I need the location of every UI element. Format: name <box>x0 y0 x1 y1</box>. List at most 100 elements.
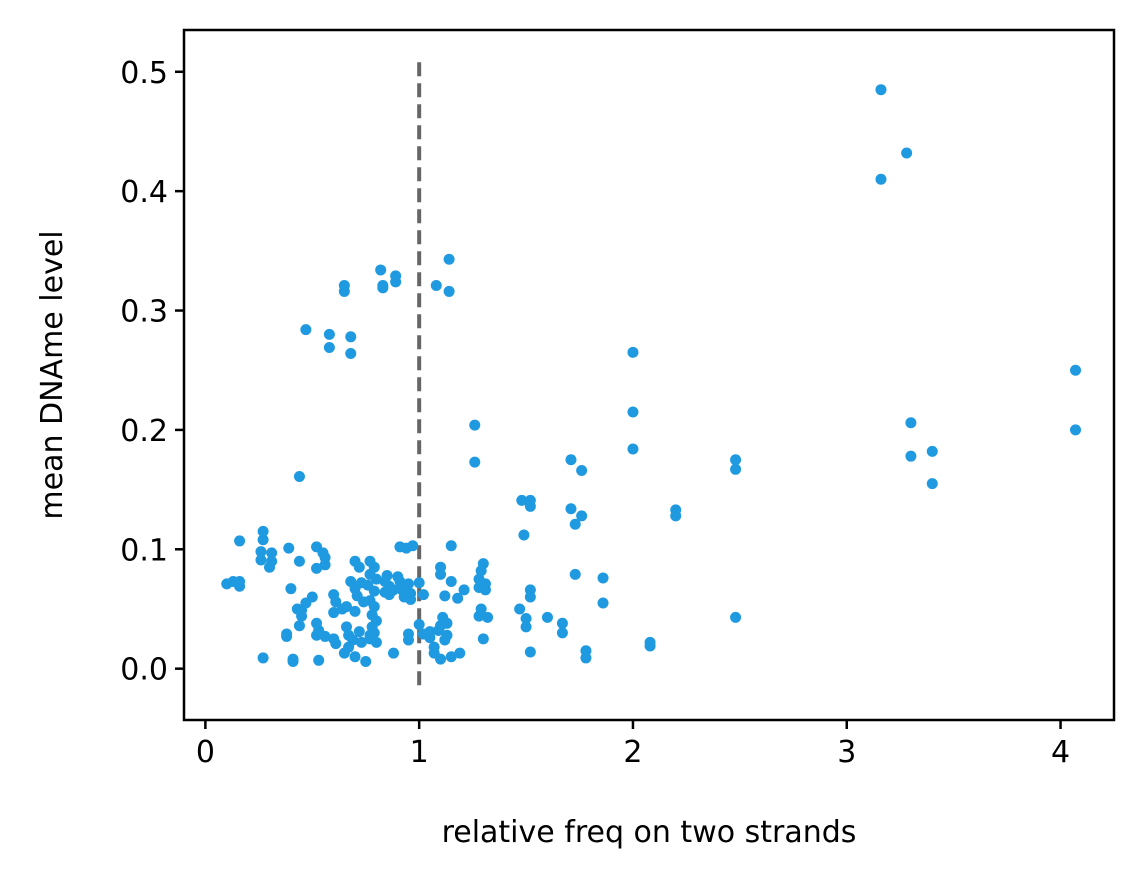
x-tick-label: 1 <box>410 735 429 770</box>
data-point <box>296 610 308 622</box>
data-point <box>293 470 305 482</box>
data-point <box>377 282 389 294</box>
x-tick-label: 0 <box>196 735 215 770</box>
data-point <box>368 585 380 597</box>
data-point <box>901 147 913 159</box>
data-point <box>556 627 568 639</box>
data-point <box>576 510 588 522</box>
data-point <box>407 540 419 552</box>
data-point <box>293 620 305 632</box>
data-point <box>360 656 372 668</box>
x-tick-label: 3 <box>837 735 856 770</box>
data-point <box>370 573 382 585</box>
data-point <box>569 518 581 530</box>
data-point <box>417 628 429 640</box>
data-point <box>285 583 297 595</box>
data-point <box>340 601 352 613</box>
data-point <box>926 478 938 490</box>
data-point <box>353 561 365 573</box>
data-point <box>520 613 532 625</box>
data-point <box>257 525 269 537</box>
data-point <box>264 561 276 573</box>
data-point <box>266 547 278 559</box>
data-point <box>349 651 361 663</box>
data-point <box>340 621 352 633</box>
data-point <box>375 264 387 276</box>
data-point <box>730 463 742 475</box>
data-point <box>368 601 380 613</box>
data-point <box>257 534 269 546</box>
data-point <box>473 610 485 622</box>
data-point <box>413 577 425 589</box>
data-point <box>435 653 447 665</box>
data-point <box>875 84 887 96</box>
data-point <box>627 406 639 418</box>
data-point <box>730 611 742 623</box>
data-point <box>556 617 568 629</box>
data-point <box>644 640 656 652</box>
data-points <box>221 84 1082 668</box>
data-point <box>469 456 481 468</box>
y-tick-label: 0.3 <box>120 295 168 330</box>
data-point <box>1070 364 1082 376</box>
data-point <box>514 603 526 615</box>
data-point <box>475 565 487 577</box>
data-point <box>257 652 269 664</box>
data-point <box>445 651 457 663</box>
data-point <box>328 607 340 619</box>
axis-ticks: 0 1 2 3 4 0.0 0.1 0.2 0.3 0.4 0.5 <box>120 56 1070 770</box>
data-point <box>234 580 246 592</box>
data-point <box>580 652 592 664</box>
data-point <box>597 572 609 584</box>
data-point <box>234 535 246 547</box>
data-point <box>402 634 414 646</box>
data-point <box>338 285 350 297</box>
data-point <box>319 630 331 642</box>
y-tick-label: 0.0 <box>120 653 168 688</box>
data-point <box>405 593 417 605</box>
data-point <box>730 454 742 466</box>
data-point <box>293 555 305 567</box>
data-point <box>353 626 365 638</box>
data-point <box>458 584 470 596</box>
data-point <box>445 576 457 588</box>
data-point <box>439 634 451 646</box>
data-point <box>1070 424 1082 436</box>
data-point <box>926 445 938 457</box>
data-point <box>281 630 293 642</box>
y-tick-label: 0.5 <box>120 56 168 91</box>
data-point <box>383 589 395 601</box>
data-point <box>452 592 464 604</box>
y-tick-label: 0.1 <box>120 533 168 568</box>
x-tick-label: 4 <box>1051 735 1070 770</box>
data-point <box>524 591 536 603</box>
data-point <box>479 584 491 596</box>
data-point <box>627 443 639 455</box>
data-point <box>255 554 267 566</box>
data-point <box>417 589 429 601</box>
data-point <box>330 596 342 608</box>
data-point <box>370 636 382 648</box>
data-point <box>524 500 536 512</box>
data-point <box>388 647 400 659</box>
data-point <box>323 328 335 340</box>
data-point <box>443 253 455 265</box>
data-point <box>390 276 402 288</box>
data-point <box>445 540 457 552</box>
data-point <box>300 324 312 336</box>
data-point <box>402 578 414 590</box>
data-point <box>569 568 581 580</box>
data-point <box>482 611 494 623</box>
data-point <box>345 331 357 343</box>
data-point <box>313 654 325 666</box>
data-point <box>435 568 447 580</box>
data-point <box>454 647 466 659</box>
data-point <box>905 417 917 429</box>
data-point <box>283 542 295 554</box>
data-point <box>255 546 267 558</box>
data-point <box>430 279 442 291</box>
data-point <box>905 450 917 462</box>
data-point <box>516 494 528 506</box>
data-point <box>330 638 342 650</box>
data-point <box>469 419 481 431</box>
